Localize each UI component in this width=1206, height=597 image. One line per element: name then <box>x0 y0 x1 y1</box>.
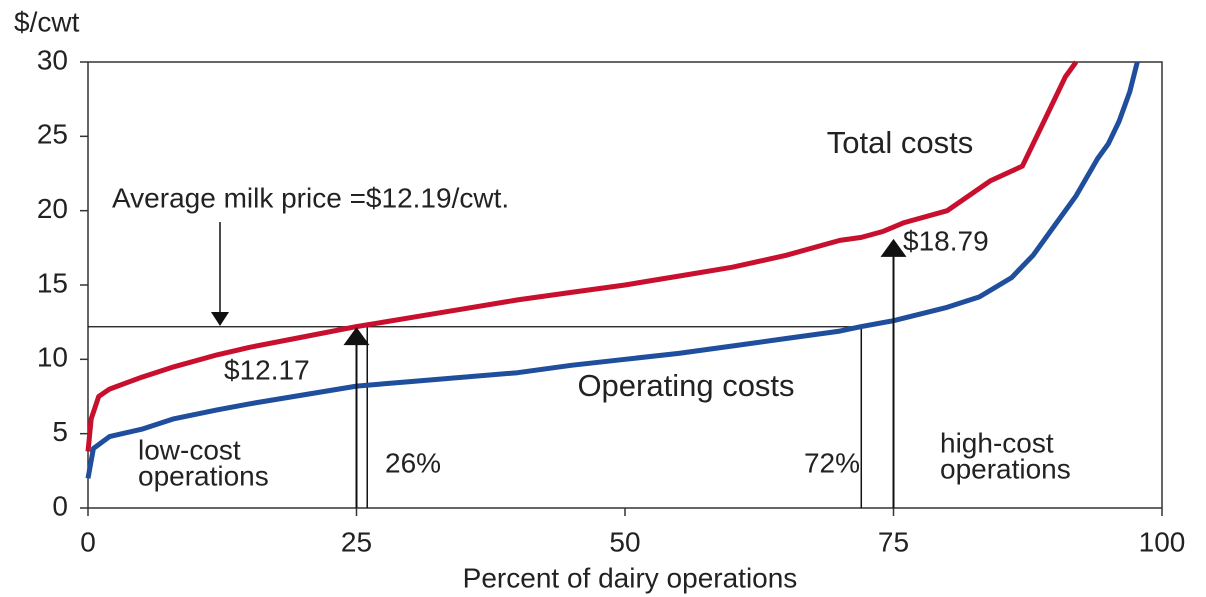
x-axis-label: Percent of dairy operations <box>463 562 798 593</box>
y-tick-label: 5 <box>52 416 68 447</box>
x-tick-label: 0 <box>80 526 96 557</box>
y-tick-label: 10 <box>37 342 68 373</box>
series-line <box>85 61 1140 479</box>
x-tick-label: 25 <box>341 526 372 557</box>
series-label: Operating costs <box>577 368 794 403</box>
arrow-label: $12.17 <box>224 354 310 385</box>
annotation: operations <box>138 460 269 491</box>
arrow-head <box>880 238 907 257</box>
y-tick-label: 25 <box>37 119 68 150</box>
marker-label: 72% <box>804 447 860 478</box>
arrow-head <box>343 327 370 346</box>
x-tick-label: 75 <box>878 526 909 557</box>
x-tick-label: 100 <box>1139 526 1186 557</box>
price-pointer-head <box>211 312 229 326</box>
annotation: low-cost <box>138 434 241 465</box>
annotation: high-cost <box>940 427 1054 458</box>
y-axis-label: $/cwt <box>14 6 80 37</box>
reference-label: Average milk price =$12.19/cwt. <box>112 182 509 213</box>
series-label: Total costs <box>827 125 973 160</box>
y-tick-label: 15 <box>37 267 68 298</box>
marker-label: 26% <box>385 447 441 478</box>
y-tick-label: 20 <box>37 193 68 224</box>
y-tick-label: 30 <box>37 44 68 75</box>
x-tick-label: 50 <box>609 526 640 557</box>
y-tick-label: 0 <box>52 490 68 521</box>
annotation: operations <box>940 453 1071 484</box>
arrow-label: $18.79 <box>903 225 989 256</box>
series-line <box>85 60 1079 452</box>
